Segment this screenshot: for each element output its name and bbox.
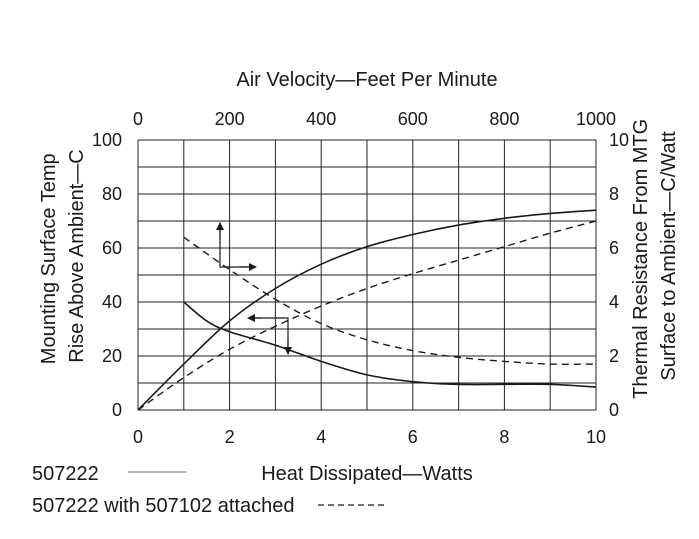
legend-label-dashed: 507222 with 507102 attached: [32, 495, 294, 517]
left-y-tick-label: 20: [102, 346, 122, 366]
x-tick-label: 8: [499, 427, 509, 447]
right-y-tick-label: 4: [609, 292, 619, 312]
x-tick-label: 6: [408, 427, 418, 447]
left-axis-title: Mounting Surface Temp Rise Above Ambient…: [38, 148, 88, 364]
left-y-tick-label: 100: [92, 130, 122, 150]
top-axis-title: Air Velocity—Feet Per Minute: [236, 69, 497, 91]
right-y-tick-label: 0: [609, 400, 619, 420]
grid: [137, 139, 597, 411]
top-x-tick-label: 400: [306, 109, 336, 129]
legend-label-solid: 507222: [32, 463, 99, 485]
right-axis-title: Thermal Resistance From MTG Surface to A…: [630, 113, 680, 399]
top-x-tick-label: 600: [398, 109, 428, 129]
series-line-solid-temperature: [137, 209, 597, 411]
right-y-tick-label: 10: [609, 130, 629, 150]
top-x-tick-label: 1000: [576, 109, 616, 129]
series-line-solid-resistance: [183, 301, 597, 388]
arrow-temp-up-right: [219, 227, 252, 268]
right-axis-title-line-2: Surface to Ambient—C/Watt: [658, 131, 680, 381]
right-y-tick-label: 8: [609, 184, 619, 204]
top-x-tick-label: 800: [489, 109, 519, 129]
bottom-axis-title: Heat Dissipated—Watts: [261, 463, 473, 485]
x-tick-label: 0: [133, 427, 143, 447]
right-y-tick-label: 2: [609, 346, 619, 366]
right-y-tick-label: 6: [609, 238, 619, 258]
left-y-tick-label: 60: [102, 238, 122, 258]
x-tick-label: 10: [586, 427, 606, 447]
top-x-tick-label: 0: [133, 109, 143, 129]
left-axis-title-line-2: Rise Above Ambient—C: [66, 149, 88, 362]
x-tick-label: 2: [225, 427, 235, 447]
top-x-tick-label: 200: [215, 109, 245, 129]
left-y-tick-label: 0: [112, 400, 122, 420]
axis-pointer-arrows: [216, 222, 292, 355]
left-y-tick-label: 40: [102, 292, 122, 312]
series-line-dashed-resistance: [183, 236, 597, 365]
left-y-tick-label: 80: [102, 184, 122, 204]
legend: 507222 507222 with 507102 attached: [32, 463, 384, 517]
right-axis-title-line-1: Thermal Resistance From MTG: [630, 119, 652, 399]
left-axis-title-line-1: Mounting Surface Temp: [38, 153, 60, 364]
x-tick-label: 4: [316, 427, 326, 447]
